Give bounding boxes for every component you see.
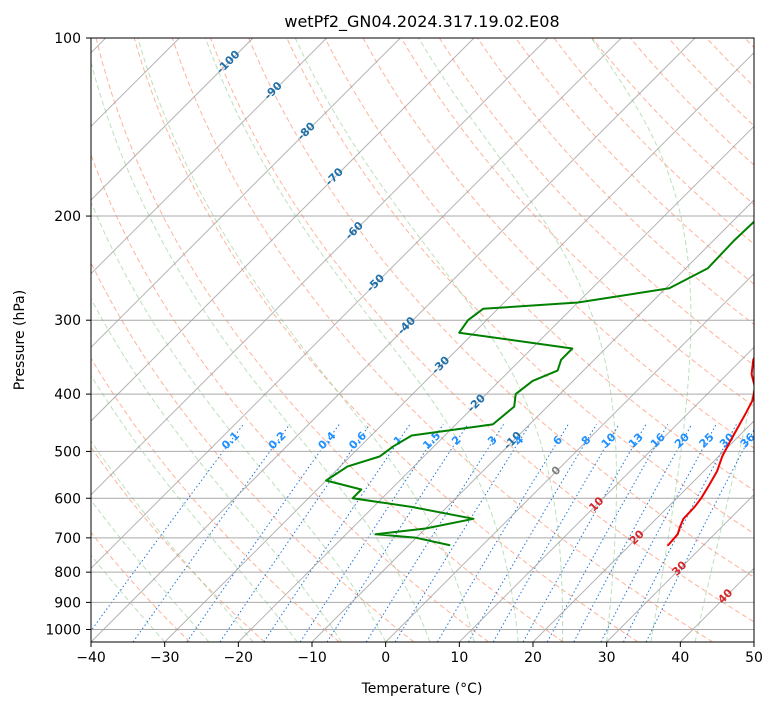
x-tick-label: −20 — [224, 650, 254, 666]
x-tick-label: −30 — [150, 650, 180, 666]
y-axis-title: Pressure (hPa) — [12, 290, 28, 390]
mixing-ratio-line — [492, 424, 620, 642]
dry-adiabat — [171, 38, 713, 642]
isotherm — [91, 38, 254, 201]
y-tick-label: 700 — [54, 531, 81, 547]
isotherm — [91, 38, 549, 496]
dry-adiabat — [91, 446, 265, 642]
mixing-ratio-line — [600, 424, 717, 642]
x-axis: −40 −30 −20 −10 0 10 20 30 40 50 — [76, 642, 763, 666]
moist-adiabat — [91, 374, 298, 642]
dry-adiabat — [210, 38, 754, 623]
mixing-ratio-line — [186, 424, 340, 642]
moist-adiabat — [91, 440, 254, 642]
mixing-ratio-line — [622, 424, 737, 642]
isotherm — [532, 420, 754, 642]
dry-adiabat — [133, 38, 639, 642]
x-tick-label: −10 — [297, 650, 327, 666]
x-axis-title: Temperature (°C) — [361, 681, 483, 697]
plot-background — [91, 38, 754, 642]
y-tick-label: 600 — [54, 491, 81, 507]
mixing-ratio-line — [645, 428, 754, 642]
isotherm — [164, 51, 754, 642]
background-lines — [91, 38, 754, 642]
isotherm — [753, 641, 754, 642]
moist-adiabat — [694, 385, 754, 642]
y-tick-label: 500 — [54, 444, 81, 460]
isotherm — [91, 38, 696, 642]
y-tick-label: 900 — [54, 595, 81, 611]
plot-frame — [90, 37, 755, 643]
moist-adiabat — [204, 38, 519, 642]
dry-adiabat — [95, 38, 564, 642]
y-tick-label: 800 — [54, 565, 81, 581]
mixing-ratio-line — [573, 424, 693, 642]
x-tick-label: −40 — [76, 650, 106, 666]
mixing-ratio-line — [546, 424, 669, 642]
x-tick-label: 0 — [381, 650, 390, 666]
dry-adiabat — [248, 38, 754, 578]
isotherm — [385, 272, 754, 642]
isotherm — [91, 38, 328, 275]
dry-adiabat — [324, 38, 754, 492]
moist-adiabat — [137, 38, 475, 642]
dry-adiabat — [91, 357, 340, 642]
x-tick-label: 30 — [598, 650, 616, 666]
mixing-ratio-line — [365, 424, 505, 642]
dry-adiabat — [400, 38, 754, 408]
moist-adiabat — [91, 201, 387, 642]
mixing-ratio-line — [468, 424, 597, 642]
isotherm — [237, 125, 754, 642]
x-tick-label: 40 — [671, 650, 689, 666]
x-tick-label: 10 — [450, 650, 468, 666]
mixing-ratio-line — [326, 424, 469, 642]
isotherm — [91, 38, 401, 349]
moist-adiabat — [294, 38, 564, 642]
dry-adiabat — [91, 531, 191, 642]
dewpoint-profile — [325, 220, 754, 547]
mixing-ratio-line — [436, 424, 569, 642]
sounding-profiles — [325, 220, 754, 547]
x-tick-label: 50 — [745, 650, 763, 666]
mixing-ratio-line — [394, 424, 531, 642]
chart-title: wetPf2_GN04.2024.317.19.02.E08 — [284, 12, 559, 32]
moist-adiabat — [91, 297, 342, 642]
mixing-ratio-line — [132, 424, 291, 642]
x-tick-label: 20 — [524, 650, 542, 666]
y-tick-label: 300 — [54, 313, 81, 329]
y-tick-label: 100 — [54, 31, 81, 47]
isotherm — [458, 346, 754, 642]
y-tick-label: 200 — [54, 209, 81, 225]
isotherm — [311, 199, 754, 642]
y-axis: 100 200 300 400 500 600 700 800 900 1000 — [45, 31, 91, 638]
dry-adiabat — [91, 153, 489, 642]
plot-area — [91, 38, 754, 642]
y-tick-label: 400 — [54, 387, 81, 403]
temperature-profile — [667, 355, 754, 547]
moist-adiabat — [418, 38, 618, 642]
isotherm — [91, 38, 622, 570]
mixing-ratio-line — [522, 424, 647, 642]
dry-adiabat — [438, 38, 754, 366]
isotherm — [91, 38, 475, 422]
moist-adiabat — [590, 38, 692, 642]
isotherm — [606, 493, 754, 642]
dry-adiabat — [515, 38, 754, 285]
y-tick-label: 1000 — [45, 622, 81, 638]
moist-adiabat — [91, 60, 431, 642]
